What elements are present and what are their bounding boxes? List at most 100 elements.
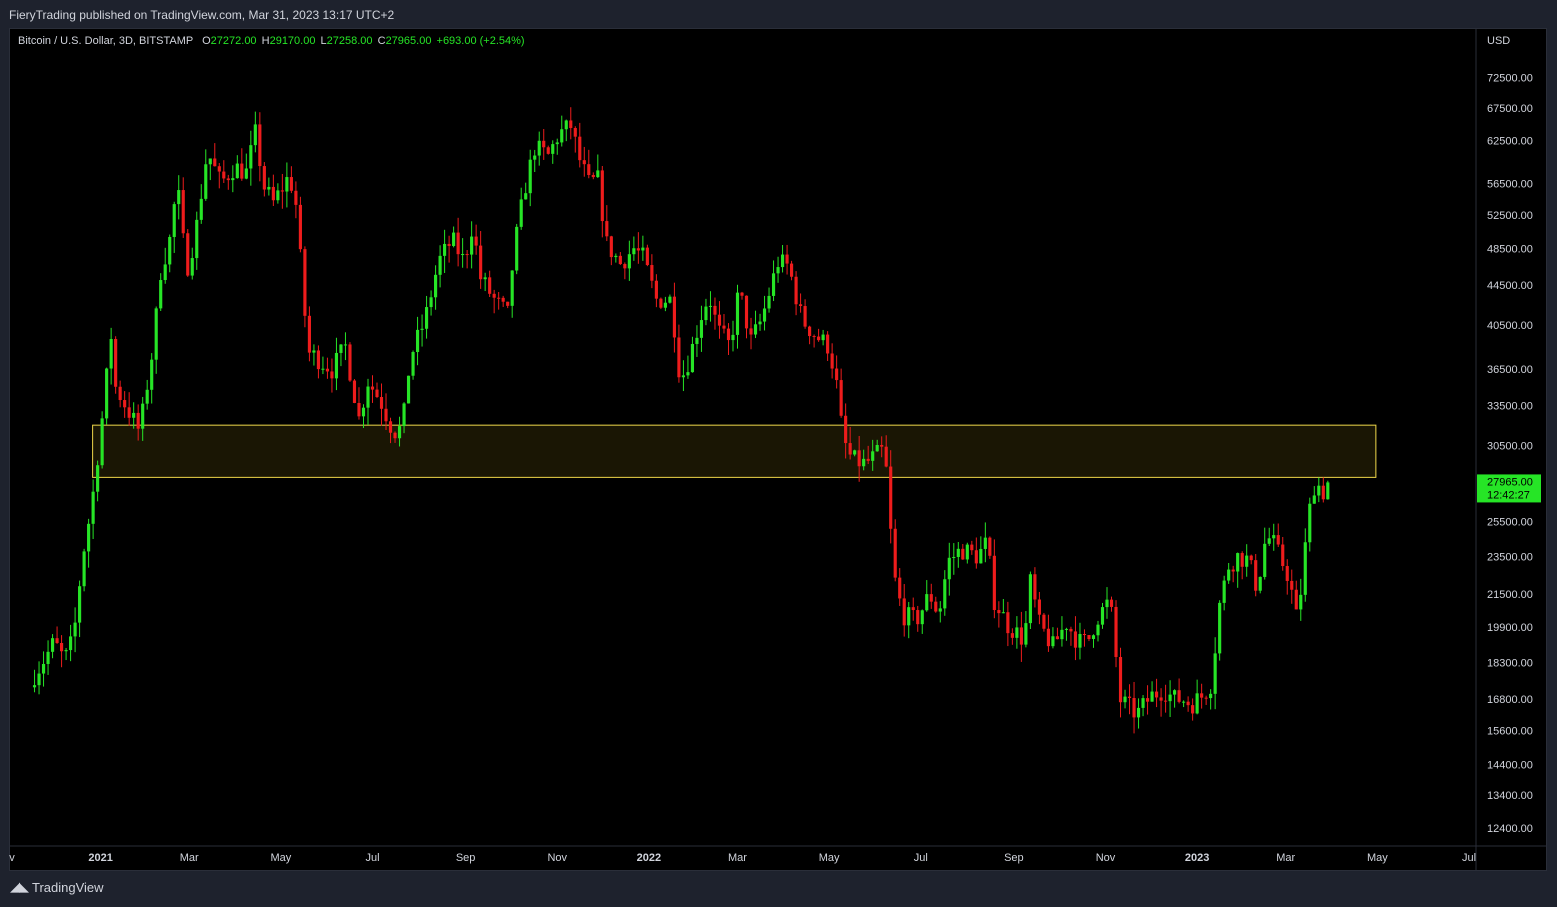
candle[interactable] — [1218, 602, 1222, 654]
candle[interactable] — [397, 426, 402, 439]
candle[interactable] — [902, 598, 906, 626]
candle[interactable] — [78, 586, 82, 623]
candle[interactable] — [1096, 624, 1100, 636]
candle[interactable] — [105, 368, 109, 419]
candle[interactable] — [1082, 634, 1087, 636]
candle[interactable] — [650, 265, 654, 281]
candle[interactable] — [434, 274, 438, 298]
candle[interactable] — [253, 124, 257, 146]
candle[interactable] — [835, 368, 839, 381]
candle[interactable] — [348, 344, 352, 381]
candle[interactable] — [578, 136, 582, 161]
candle[interactable] — [1168, 694, 1172, 702]
candle[interactable] — [443, 243, 447, 256]
candle[interactable] — [947, 557, 951, 580]
candle[interactable] — [249, 145, 253, 169]
candle[interactable] — [1132, 697, 1136, 718]
candle[interactable] — [600, 170, 604, 222]
candle[interactable] — [515, 226, 519, 271]
candle[interactable] — [492, 293, 496, 298]
candle[interactable] — [560, 129, 564, 143]
candle[interactable] — [605, 221, 609, 237]
candle[interactable] — [1105, 599, 1109, 608]
candle[interactable] — [483, 277, 487, 280]
candle[interactable] — [447, 243, 451, 247]
candle[interactable] — [1123, 696, 1127, 703]
candle[interactable] — [740, 292, 744, 296]
candle[interactable] — [127, 407, 131, 418]
candle[interactable] — [799, 304, 803, 307]
candle[interactable] — [587, 164, 591, 176]
candle[interactable] — [240, 163, 244, 179]
candle[interactable] — [321, 368, 325, 370]
candle[interactable] — [226, 178, 230, 181]
candle[interactable] — [663, 302, 667, 308]
candle[interactable] — [231, 178, 235, 181]
candle[interactable] — [551, 144, 555, 154]
candle[interactable] — [668, 296, 672, 303]
candle[interactable] — [1028, 574, 1032, 624]
candle[interactable] — [654, 280, 658, 299]
tradingview-logo[interactable]: ◢◣ TradingView — [10, 880, 104, 895]
candle[interactable] — [141, 403, 145, 429]
candle[interactable] — [258, 124, 262, 167]
candle[interactable] — [438, 255, 442, 275]
candle[interactable] — [934, 601, 938, 612]
candle[interactable] — [145, 389, 149, 404]
candle[interactable] — [96, 465, 100, 492]
candle[interactable] — [1145, 698, 1150, 702]
candle[interactable] — [1159, 697, 1163, 701]
candle[interactable] — [889, 466, 893, 529]
candle[interactable] — [479, 245, 483, 280]
candle[interactable] — [844, 415, 848, 444]
candle[interactable] — [582, 160, 586, 165]
candle[interactable] — [1227, 569, 1231, 581]
candle[interactable] — [1254, 560, 1258, 591]
candle[interactable] — [262, 166, 266, 190]
candle[interactable] — [533, 155, 537, 160]
support-resistance-zone[interactable] — [92, 424, 1377, 478]
candle[interactable] — [974, 550, 978, 564]
candle[interactable] — [159, 280, 163, 309]
candle[interactable] — [970, 544, 974, 551]
candle[interactable] — [452, 232, 456, 247]
candle[interactable] — [1182, 701, 1186, 703]
candle[interactable] — [285, 177, 289, 192]
candle[interactable] — [866, 458, 870, 461]
candle[interactable] — [474, 236, 478, 246]
candle[interactable] — [316, 350, 321, 370]
candle[interactable] — [686, 372, 690, 376]
candle[interactable] — [32, 685, 37, 688]
candle[interactable] — [1308, 503, 1312, 543]
candle[interactable] — [1222, 580, 1226, 603]
candle[interactable] — [109, 339, 113, 369]
candle[interactable] — [1064, 628, 1069, 630]
candle[interactable] — [907, 607, 911, 626]
candle[interactable] — [1078, 634, 1082, 648]
candle[interactable] — [271, 186, 275, 201]
candle[interactable] — [208, 158, 212, 165]
candle[interactable] — [352, 380, 357, 403]
candle[interactable] — [456, 232, 460, 255]
candle[interactable] — [569, 120, 573, 128]
candle[interactable] — [294, 190, 298, 205]
candle[interactable] — [82, 551, 86, 587]
candle[interactable] — [618, 255, 622, 265]
candle[interactable] — [37, 673, 41, 686]
candle[interactable] — [731, 334, 735, 341]
candle[interactable] — [591, 175, 595, 178]
candle[interactable] — [1213, 653, 1217, 694]
candle[interactable] — [911, 607, 915, 611]
candle[interactable] — [136, 412, 140, 429]
candle[interactable] — [1019, 627, 1023, 645]
candle[interactable] — [789, 263, 794, 277]
candle[interactable] — [893, 528, 897, 578]
candle[interactable] — [672, 296, 676, 338]
candle[interactable] — [524, 193, 528, 200]
candle[interactable] — [956, 548, 960, 557]
candle[interactable] — [488, 277, 492, 294]
candle[interactable] — [862, 458, 866, 467]
candle[interactable] — [1321, 485, 1325, 500]
candle[interactable] — [776, 267, 780, 274]
candle[interactable] — [627, 254, 631, 269]
